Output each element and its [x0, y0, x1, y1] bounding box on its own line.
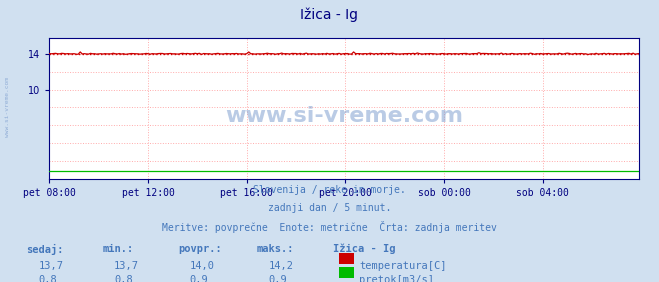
Text: povpr.:: povpr.: — [178, 244, 221, 254]
Text: pretok[m3/s]: pretok[m3/s] — [359, 275, 434, 282]
Text: 0,8: 0,8 — [114, 275, 132, 282]
Text: Ižica - Ig: Ižica - Ig — [333, 244, 395, 254]
Text: www.si-vreme.com: www.si-vreme.com — [5, 77, 11, 137]
Text: 0,9: 0,9 — [190, 275, 208, 282]
Text: 0,8: 0,8 — [38, 275, 57, 282]
Text: www.si-vreme.com: www.si-vreme.com — [225, 106, 463, 125]
Text: min.:: min.: — [102, 244, 133, 254]
Text: sedaj:: sedaj: — [26, 244, 64, 255]
Text: 0,9: 0,9 — [269, 275, 287, 282]
Text: Ižica - Ig: Ižica - Ig — [301, 7, 358, 21]
Text: Slovenija / reke in morje.: Slovenija / reke in morje. — [253, 185, 406, 195]
Text: temperatura[C]: temperatura[C] — [359, 261, 447, 271]
Text: 13,7: 13,7 — [38, 261, 63, 271]
Text: maks.:: maks.: — [257, 244, 295, 254]
Text: 14,2: 14,2 — [269, 261, 294, 271]
Text: 13,7: 13,7 — [114, 261, 139, 271]
Text: Meritve: povprečne  Enote: metrične  Črta: zadnja meritev: Meritve: povprečne Enote: metrične Črta:… — [162, 221, 497, 233]
Text: zadnji dan / 5 minut.: zadnji dan / 5 minut. — [268, 203, 391, 213]
Text: 14,0: 14,0 — [190, 261, 215, 271]
